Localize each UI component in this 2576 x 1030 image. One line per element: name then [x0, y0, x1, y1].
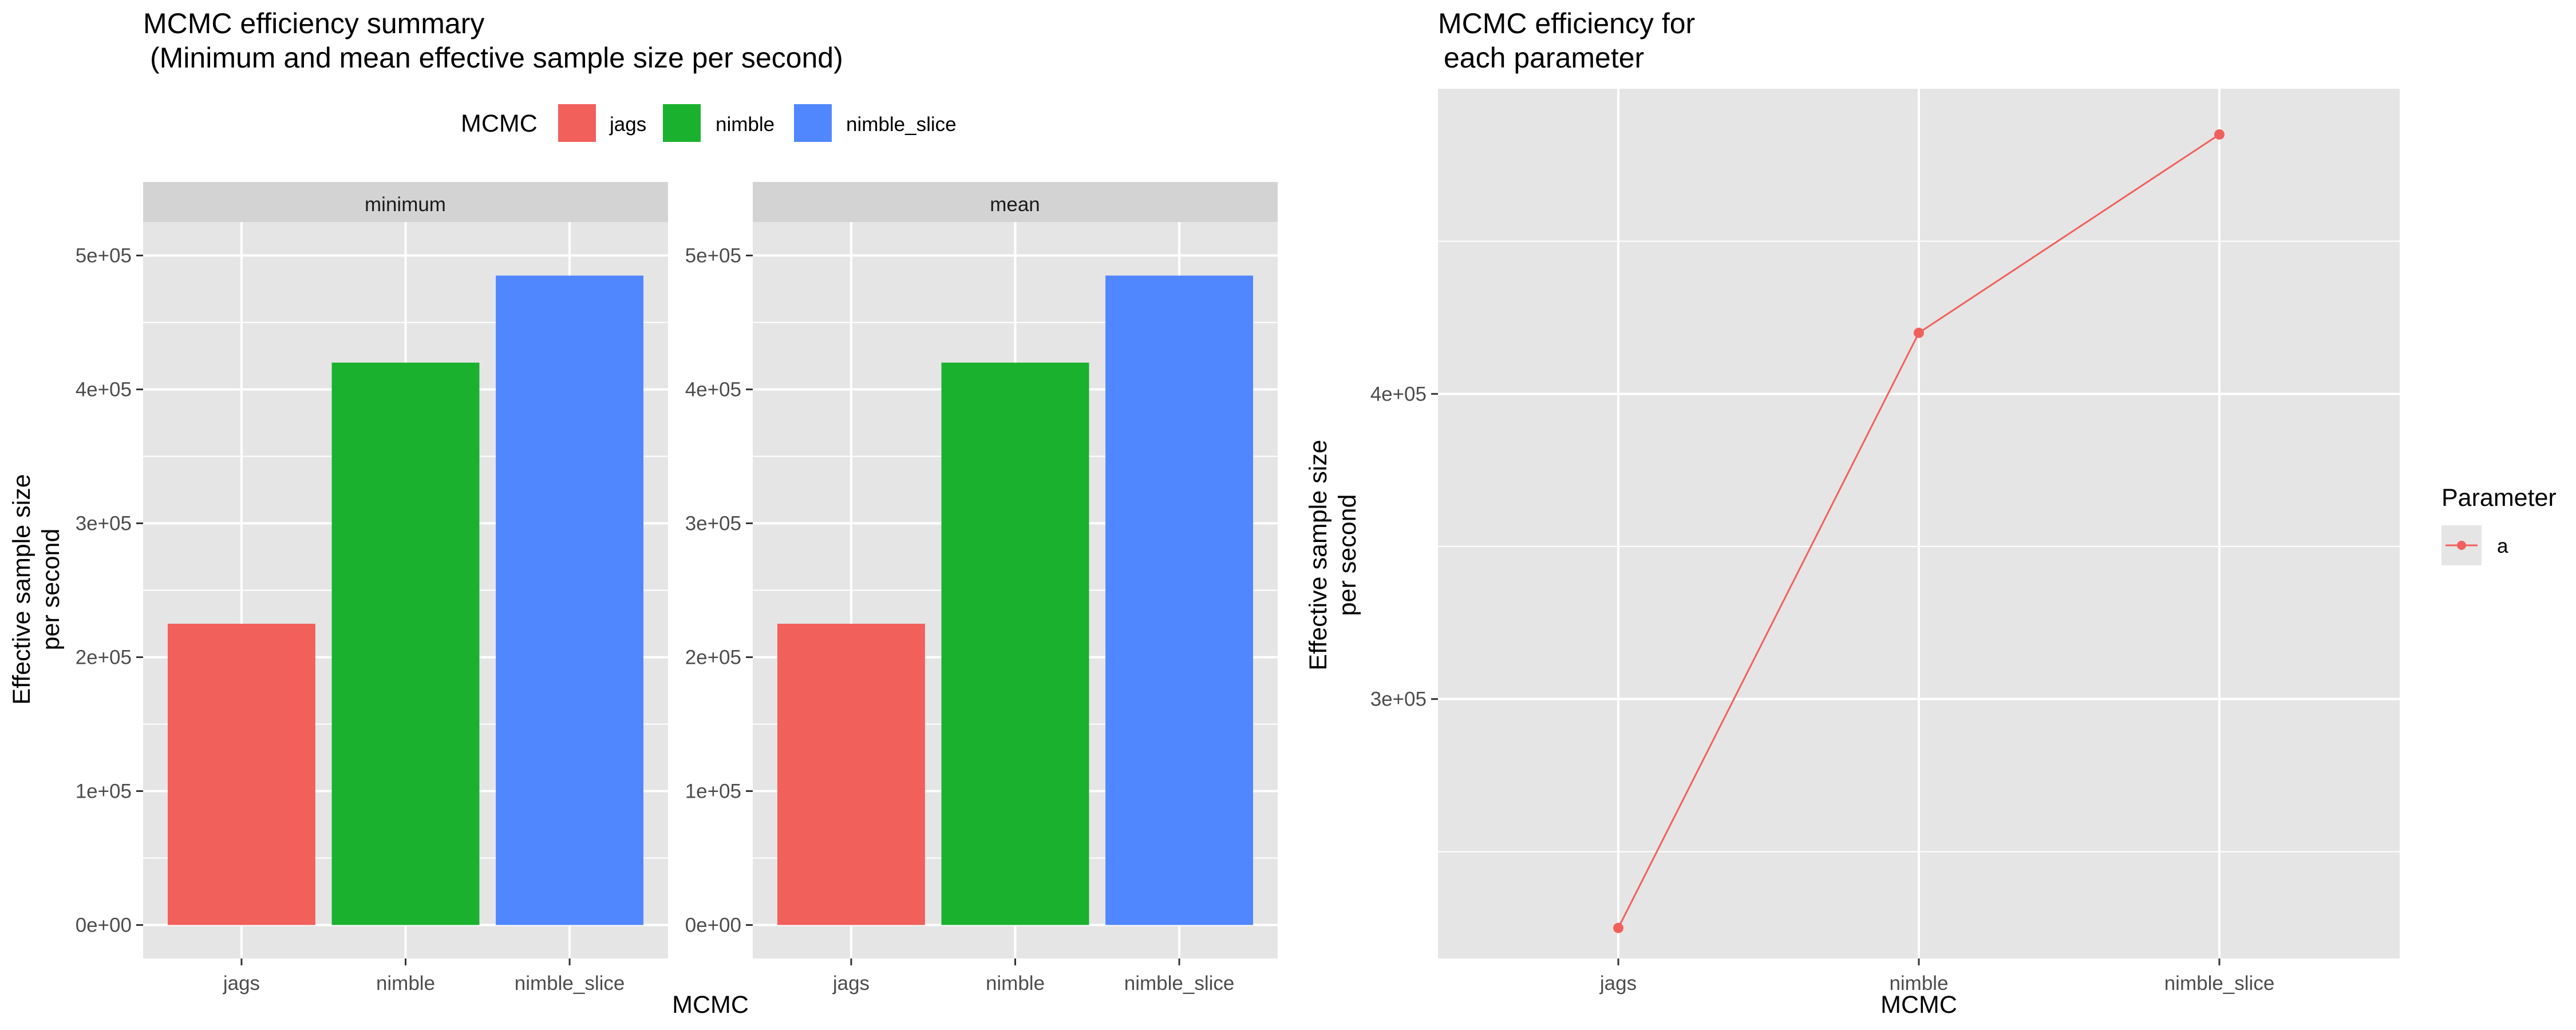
y-tick-label-minimum: 1e+05 — [76, 781, 132, 803]
legend-label-nimble-slice: nimble_slice — [846, 113, 957, 136]
param-x-tick-label-jags: jags — [1599, 972, 1637, 995]
y-tick-label-minimum: 3e+05 — [76, 513, 132, 535]
param-legend-point — [2457, 541, 2466, 550]
param-panel: 3e+05 4e+05 jags nimble nimble_slice — [1370, 89, 2400, 995]
facet-strip-label-mean: mean — [990, 193, 1040, 216]
param-xlabel: MCMC — [1880, 991, 1957, 1019]
legend-label-jags: jags — [609, 113, 646, 136]
legend-swatch-nimble — [663, 104, 701, 142]
legend-swatch-jags — [558, 104, 596, 142]
x-tick-label-mean-nimble-slice: nimble_slice — [1124, 972, 1235, 995]
x-tick-label-minimum-nimble-slice: nimble_slice — [515, 972, 625, 995]
legend-label-nimble: nimble — [716, 113, 775, 136]
param-ylabel-line1: Effective sample size — [1305, 439, 1332, 670]
summary-subtitle: (Minimum and mean effective sample size … — [150, 42, 843, 74]
param-x-tick-label-nimble-slice: nimble_slice — [2164, 972, 2275, 995]
summary-ylabel-line1: Effective sample size — [8, 474, 35, 704]
summary-ylabel-line2: per second — [37, 529, 65, 651]
param-legend-label-a: a — [2497, 535, 2508, 557]
param-x-tick-label-nimble: nimble — [1889, 972, 1948, 995]
x-tick-label-minimum-nimble: nimble — [376, 972, 435, 995]
param-y-tick-label: 4e+05 — [1370, 383, 1427, 405]
bar-minimum-jags — [167, 624, 315, 925]
y-tick-label-mean: 2e+05 — [685, 647, 741, 669]
x-tick-label-mean-jags: jags — [832, 972, 870, 995]
y-tick-label-mean: 1e+05 — [685, 781, 741, 803]
y-tick-label-mean: 4e+05 — [685, 379, 741, 401]
summary-legend-title: MCMC — [461, 110, 538, 137]
y-tick-label-mean: 3e+05 — [685, 513, 741, 535]
facet-strip-label-minimum: minimum — [365, 193, 446, 216]
param-legend: Parameter a — [2441, 484, 2557, 565]
bar-minimum-nimble — [331, 362, 480, 925]
x-tick-label-minimum-jags: jags — [223, 972, 260, 995]
facet-strip-minimum — [143, 182, 668, 222]
param-title-line1: MCMC efficiency for — [1438, 7, 1695, 39]
bar-mean-jags — [777, 624, 925, 925]
point-a-jags — [1613, 922, 1623, 933]
param-y-tick-label: 3e+05 — [1370, 688, 1427, 711]
y-tick-label-minimum: 2e+05 — [76, 647, 132, 669]
y-tick-label-minimum: 5e+05 — [76, 245, 132, 267]
facet-strip-mean — [753, 182, 1278, 222]
point-a-nimble-slice — [2214, 129, 2225, 140]
summary-title: MCMC efficiency summary — [143, 7, 484, 39]
bar-minimum-nimble-slice — [496, 275, 644, 925]
y-tick-label-mean: 0e+00 — [685, 914, 741, 937]
summary-xlabel: MCMC — [672, 991, 749, 1019]
facet-panel-minimum: 0e+00 1e+05 2e+05 3e+05 4e+05 5e+05 jags nimble… — [76, 222, 668, 995]
point-a-nimble — [1914, 327, 1924, 338]
param-title-line2: each parameter — [1444, 42, 1644, 74]
bar-mean-nimble-slice — [1105, 275, 1254, 925]
y-tick-label-mean: 5e+05 — [685, 245, 741, 267]
param-legend-title: Parameter — [2441, 484, 2557, 512]
legend-swatch-nimble-slice — [794, 104, 832, 142]
y-tick-label-minimum: 4e+05 — [76, 379, 132, 401]
summary-legend: MCMC jags nimble nimble_slice — [461, 104, 957, 142]
bar-mean-nimble — [941, 362, 1089, 925]
param-ylabel-line2: per second — [1334, 494, 1361, 616]
facet-panel-mean: 0e+00 1e+05 2e+05 3e+05 4e+05 5e+05 jags nimble… — [685, 222, 1278, 995]
y-tick-label-minimum: 0e+00 — [76, 914, 132, 937]
x-tick-label-mean-nimble: nimble — [986, 972, 1045, 995]
